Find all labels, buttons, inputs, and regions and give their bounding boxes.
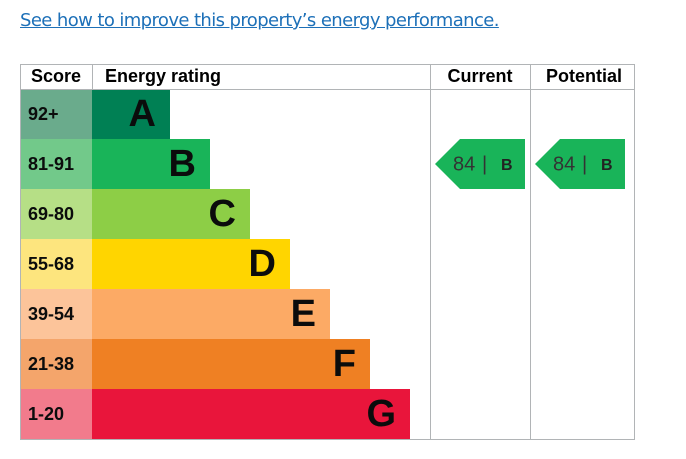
score-cell bbox=[20, 389, 92, 439]
rating-letter: A bbox=[129, 93, 156, 135]
header: Current bbox=[447, 66, 512, 86]
header: Score bbox=[31, 66, 81, 86]
rating-bar bbox=[92, 89, 170, 139]
score-cell bbox=[20, 289, 92, 339]
rating-value: 84 bbox=[453, 153, 475, 175]
score-label: 69-80 bbox=[28, 204, 74, 224]
separator: | bbox=[582, 153, 587, 175]
rating-letter-small: B bbox=[501, 157, 513, 174]
rating-letter: B bbox=[169, 143, 196, 185]
table-lines bbox=[20, 64, 635, 440]
rating-bar bbox=[92, 389, 410, 439]
rating-arrow bbox=[435, 139, 525, 189]
rating-bar bbox=[92, 239, 290, 289]
improve-link[interactable]: See how to improve this property’s energ… bbox=[20, 10, 499, 31]
rating-letter-small: B bbox=[601, 157, 613, 174]
header: Potential bbox=[546, 66, 622, 86]
score-cell bbox=[20, 89, 92, 139]
rating-letter: F bbox=[333, 343, 356, 385]
score-label: 1-20 bbox=[28, 404, 64, 424]
rating-bar bbox=[92, 289, 330, 339]
rating-arrow bbox=[535, 139, 625, 189]
score-label: 92+ bbox=[28, 104, 59, 124]
rating-bar bbox=[92, 339, 370, 389]
score-label: 39-54 bbox=[28, 304, 74, 324]
score-cell bbox=[20, 239, 92, 289]
rating-letter: G bbox=[366, 393, 396, 435]
score-label: 21-38 bbox=[28, 354, 74, 374]
header: Energy rating bbox=[105, 66, 221, 86]
score-label: 55-68 bbox=[28, 254, 74, 274]
rating-bar bbox=[92, 189, 250, 239]
rating-letter: C bbox=[209, 193, 236, 235]
rating-bar bbox=[92, 139, 210, 189]
score-cell bbox=[20, 339, 92, 389]
rating-value: 84 bbox=[553, 153, 575, 175]
rating-letter: D bbox=[249, 243, 276, 285]
separator: | bbox=[482, 153, 487, 175]
score-label: 81-91 bbox=[28, 154, 74, 174]
score-cell bbox=[20, 189, 92, 239]
rating-letter: E bbox=[291, 293, 316, 335]
score-cell bbox=[20, 139, 92, 189]
